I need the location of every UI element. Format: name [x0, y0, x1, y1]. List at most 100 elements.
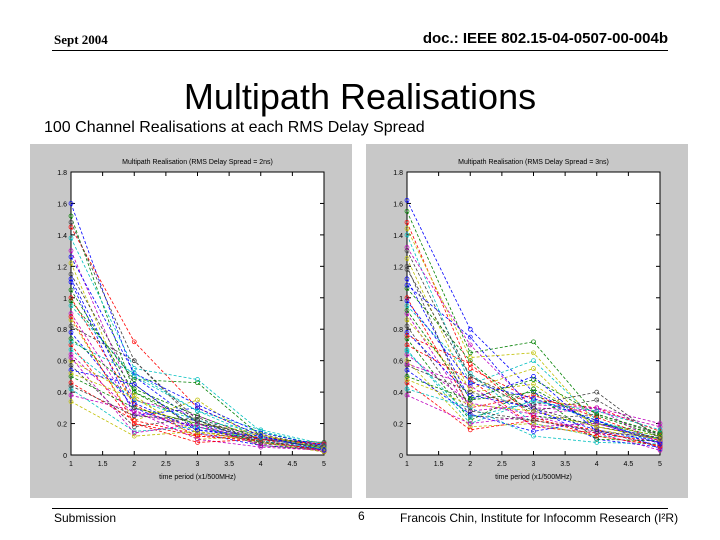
data-point	[195, 424, 200, 430]
data-point	[68, 311, 74, 316]
series-line	[70, 401, 325, 453]
data-point	[404, 303, 410, 308]
series-line	[70, 369, 325, 445]
data-point	[131, 366, 137, 371]
data-point	[68, 380, 74, 386]
series-line	[70, 372, 325, 450]
series-line	[406, 297, 661, 442]
y-tick-label: 0.6	[393, 359, 403, 366]
data-point	[258, 444, 264, 450]
slide-title: Multipath Realisations	[183, 76, 537, 117]
data-point	[467, 397, 473, 403]
data-point	[131, 433, 137, 439]
data-point	[68, 374, 74, 379]
series-line	[70, 354, 325, 448]
data-point	[404, 232, 410, 238]
data-point	[657, 427, 663, 433]
series-line	[70, 278, 325, 451]
data-point	[68, 336, 74, 342]
data-point	[531, 396, 536, 401]
data-point	[258, 433, 264, 439]
series-line	[70, 289, 325, 448]
data-point	[531, 377, 536, 382]
x-axis-label: time period (x1/500MHz)	[495, 474, 572, 481]
y-tick-label: 1.2	[393, 264, 403, 271]
data-point	[467, 334, 473, 340]
data-point	[531, 399, 536, 404]
series-line	[70, 215, 325, 450]
data-point	[321, 447, 327, 453]
data-point	[594, 429, 600, 434]
data-point	[467, 424, 473, 430]
series-line	[406, 319, 661, 440]
data-point	[467, 392, 473, 398]
data-point	[404, 358, 410, 364]
data-point	[404, 377, 410, 382]
data-point	[404, 285, 410, 291]
data-point	[404, 363, 410, 368]
x-tick-label: 4	[595, 461, 599, 468]
plot-area	[70, 171, 325, 456]
series-line	[406, 266, 661, 439]
data-point	[531, 421, 536, 426]
series-line	[406, 305, 661, 439]
data-point	[467, 386, 473, 392]
data-point	[258, 440, 264, 445]
y-tick-label: 1.6	[393, 201, 403, 208]
x-tick-label: 3.5	[224, 461, 234, 468]
data-point	[657, 446, 663, 452]
data-point	[68, 358, 74, 364]
header-doc-id: doc.: IEEE 802.15-04-0507-00-004b	[422, 30, 668, 47]
x-axis-label: time period (x1/500MHz)	[159, 474, 236, 481]
data-point	[594, 430, 600, 436]
series-line	[406, 247, 661, 428]
data-point	[594, 389, 600, 395]
data-point	[467, 414, 473, 420]
data-point	[657, 441, 663, 447]
y-tick-label: 0	[63, 453, 67, 460]
data-point	[594, 414, 600, 420]
data-point	[404, 386, 410, 392]
series-line	[70, 203, 325, 448]
data-point	[131, 421, 137, 426]
data-point	[195, 432, 200, 437]
y-tick-label: 0.6	[57, 359, 67, 366]
header-divider	[52, 50, 668, 51]
y-tick-label: 1.4	[393, 233, 403, 240]
series-line	[70, 263, 325, 446]
data-point	[131, 402, 137, 408]
data-point	[531, 408, 536, 414]
data-point	[531, 397, 536, 403]
series-line	[406, 360, 661, 446]
data-point	[258, 435, 264, 441]
data-point	[195, 405, 200, 411]
data-point	[404, 197, 410, 203]
data-point	[531, 418, 536, 423]
data-point	[68, 363, 74, 368]
x-tick-label: 1	[69, 461, 73, 468]
series-line	[406, 394, 661, 451]
data-point	[467, 389, 473, 395]
series-line	[406, 388, 661, 445]
series-line	[406, 250, 661, 440]
data-point	[195, 436, 200, 442]
y-tick-label: 0.4	[393, 390, 403, 397]
data-point	[594, 421, 600, 426]
data-point	[467, 355, 473, 360]
data-point	[404, 348, 410, 354]
x-tick-label: 5	[658, 461, 662, 468]
x-tick-label: 2.5	[161, 461, 171, 468]
data-point	[195, 430, 200, 436]
data-point	[467, 383, 473, 389]
data-point	[131, 396, 137, 401]
data-point	[68, 271, 74, 277]
chart-title: Multipath Realisation (RMS Delay Spread …	[458, 159, 609, 166]
data-point	[195, 402, 200, 408]
footer-page-number: 6	[358, 509, 365, 523]
x-tick-label: 3.5	[560, 461, 570, 468]
data-point	[68, 303, 74, 308]
data-point	[531, 339, 536, 345]
data-point	[258, 427, 264, 433]
data-point	[195, 421, 200, 426]
data-point	[657, 436, 663, 442]
